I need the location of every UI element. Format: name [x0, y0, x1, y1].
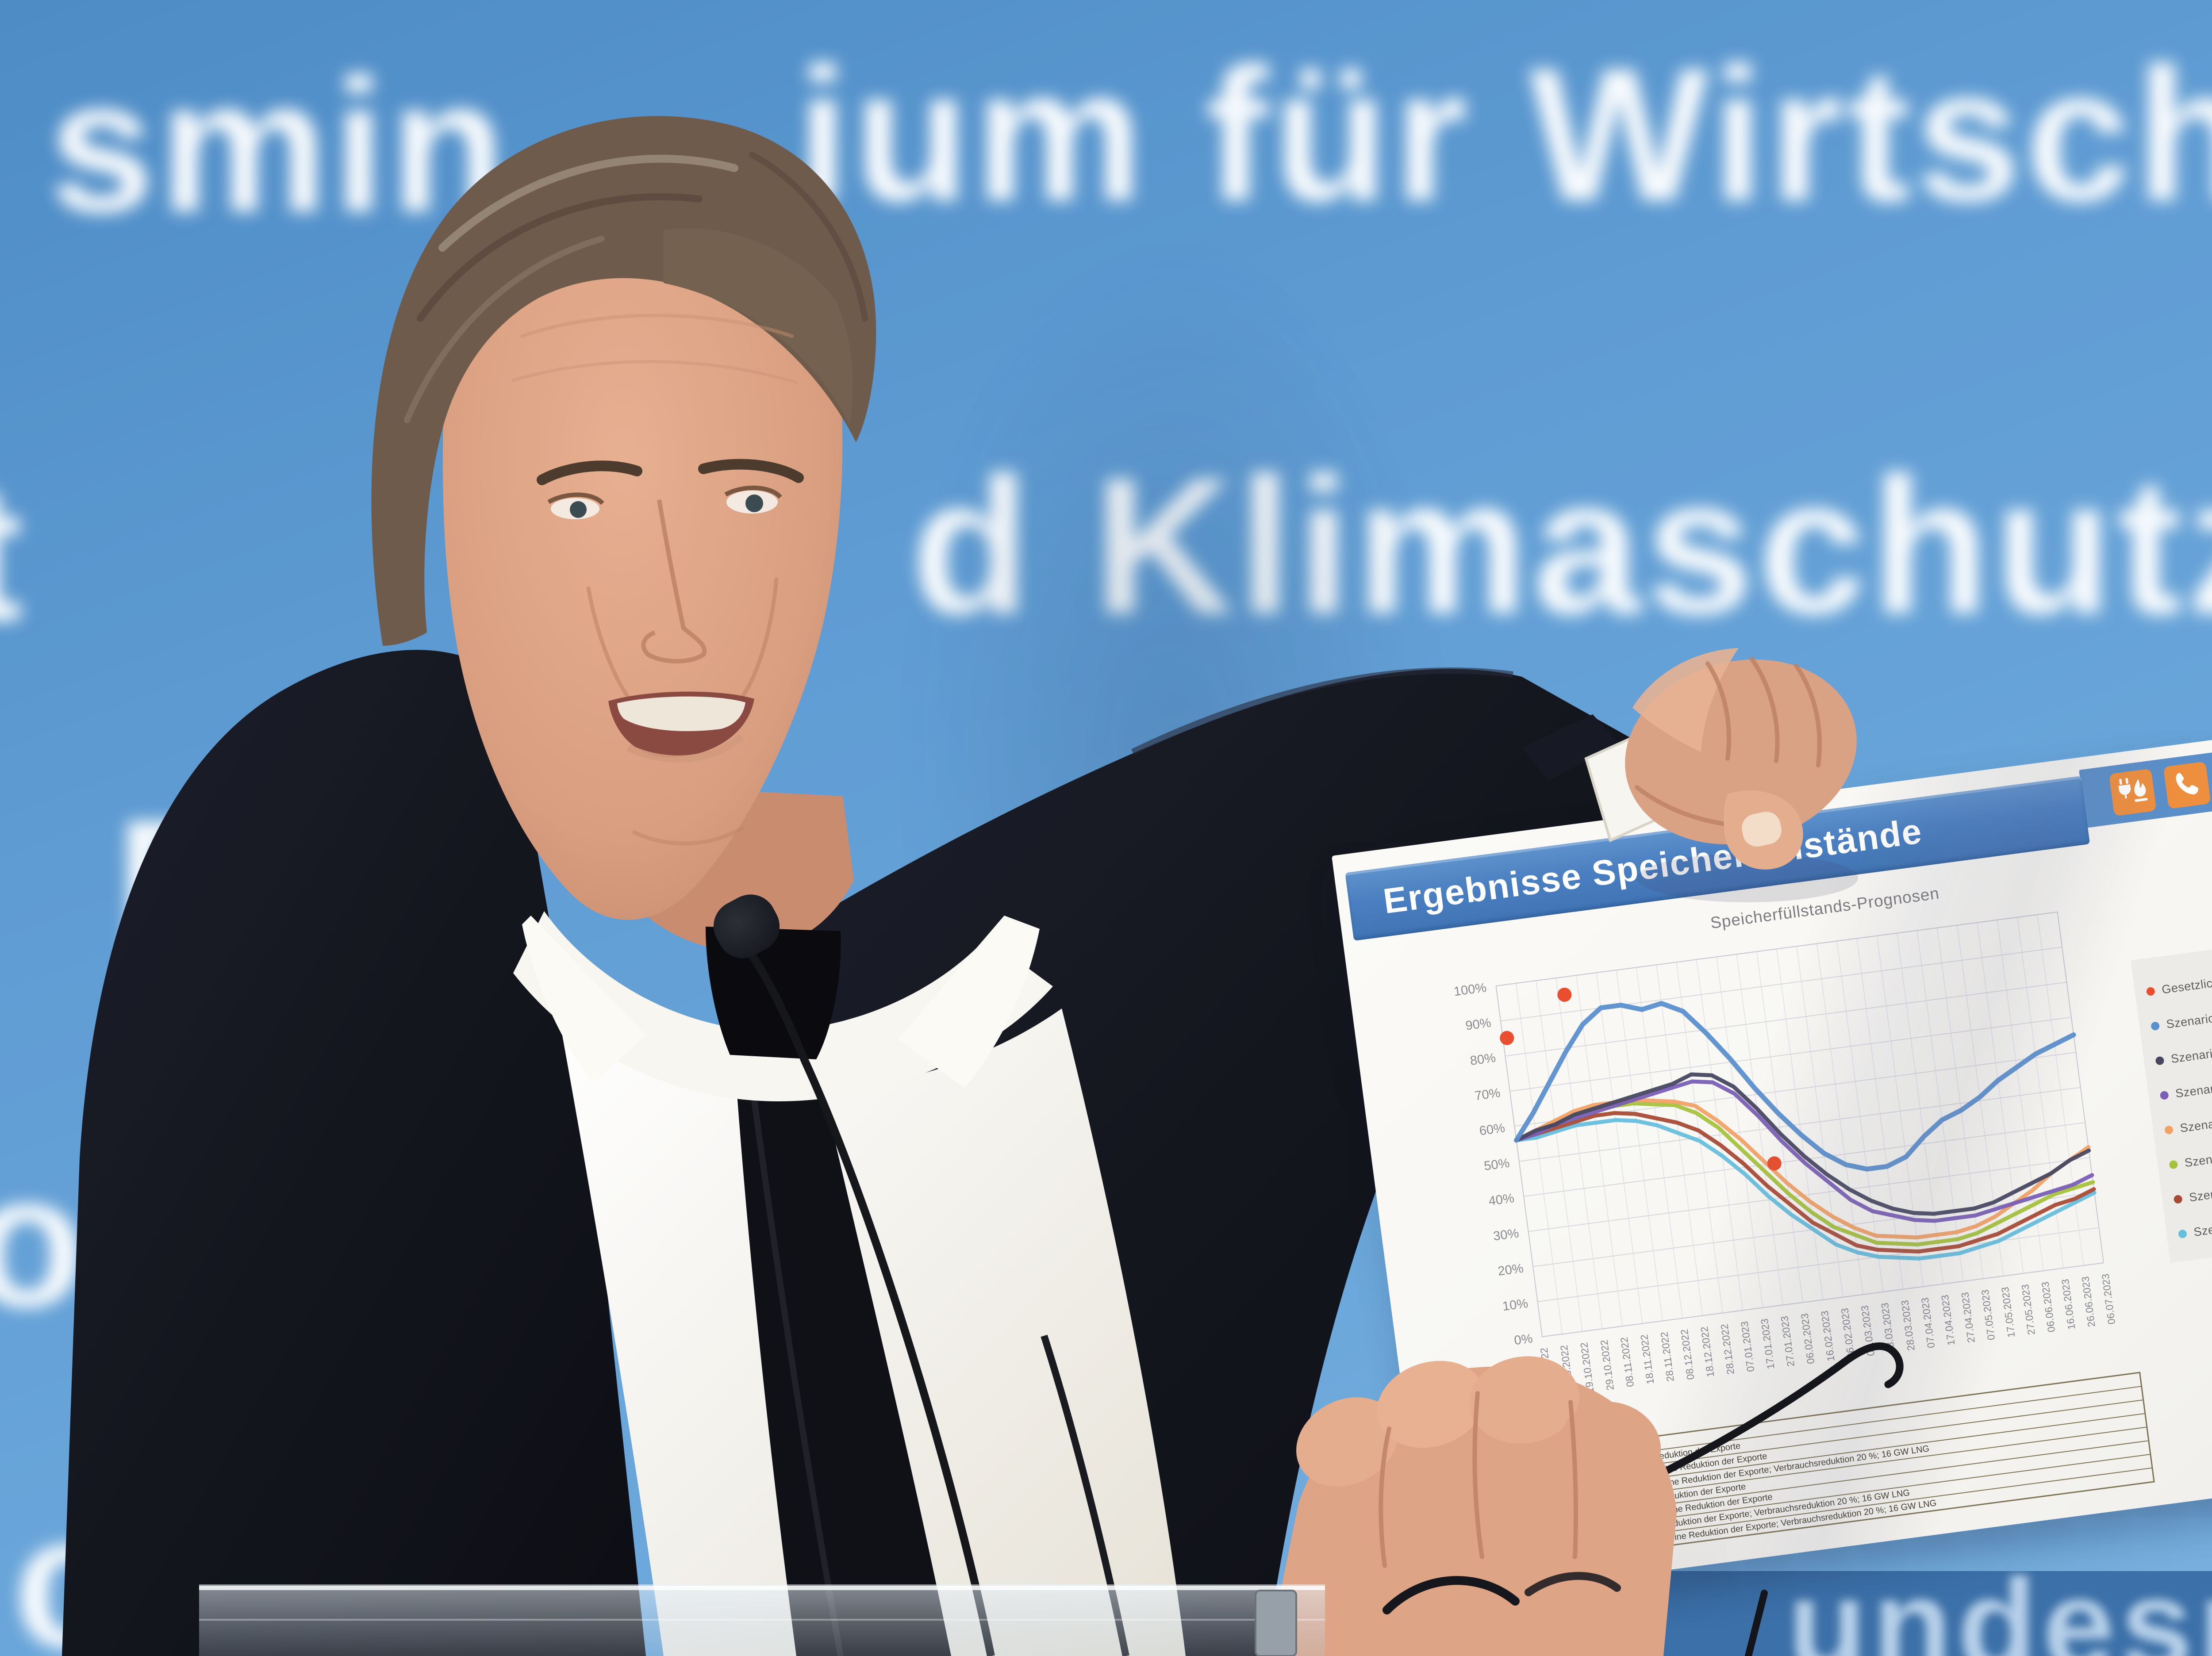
microphone-second-stem: [1041, 1334, 1129, 1656]
target-dots: [1500, 987, 1782, 1171]
y-axis-labels: 0%10%20%30%40%50%60%70%80%90%100%: [1453, 981, 1533, 1348]
neck: [575, 783, 854, 951]
y-axis-label: 70%: [1474, 1086, 1502, 1103]
paper-shading: [1332, 722, 2212, 1602]
mouth: [608, 691, 754, 763]
series-line-szenario-2-2: [1514, 1118, 2097, 1261]
chart-grid: [1495, 911, 2104, 1338]
eyes: [547, 485, 782, 519]
backdrop-lower-band: undesmi: [1655, 1571, 2212, 1656]
plug-flame-icon: [2108, 768, 2157, 816]
y-axis-label: 60%: [1479, 1121, 1506, 1138]
series-lines: [1514, 1001, 2097, 1261]
tie-sheen: [749, 1083, 844, 1656]
backdrop-text-fragment-lower-band: undesmi: [1787, 1571, 2212, 1656]
phone-icon: [2163, 761, 2211, 809]
y-axis-label: 50%: [1483, 1156, 1510, 1173]
hair-strands: [404, 152, 868, 423]
chin-crease: [631, 825, 745, 846]
y-axis-label: 30%: [1492, 1226, 1520, 1243]
series-line-szenario-2-2-1: [1514, 1111, 2096, 1254]
backdrop-text-fragment-left-edge: t: [0, 456, 27, 650]
tie-body: [734, 1057, 951, 1656]
head: [371, 116, 876, 920]
y-axis-label: 20%: [1497, 1261, 1525, 1279]
slide-icon-strip: [2079, 735, 2212, 828]
slide-paper: Ergebnisse Speicherfüllstände Speicherfü…: [1332, 722, 2212, 1602]
wall-shadow: [907, 243, 1438, 1261]
eyebrows: [537, 459, 804, 485]
series-line-szenario-2-1-1: [1514, 1072, 2091, 1216]
lectern-glass: [199, 1584, 1325, 1656]
microphone-foam: [714, 894, 780, 958]
series-line-szenario-2-1: [1514, 1079, 2094, 1223]
target-dot: [1500, 1031, 1514, 1045]
series-line-szenario-1-1: [1514, 1001, 2076, 1172]
y-axis-label: 90%: [1465, 1016, 1492, 1033]
y-axis-label: 40%: [1488, 1191, 1515, 1208]
target-dot: [1557, 987, 1572, 1002]
backdrop-text-fragment-lower-left: on: [0, 1135, 211, 1347]
tie-knot: [706, 927, 841, 1059]
forehead-lines: [511, 314, 798, 384]
y-axis-label: 10%: [1502, 1296, 1529, 1314]
hair: [371, 116, 876, 646]
nose: [641, 499, 707, 663]
suit-sleeve-edge: [1522, 714, 1619, 781]
target-dot: [1767, 1156, 1782, 1171]
backdrop-text-fragment-top-left: smin: [49, 40, 511, 252]
y-axis-label: 80%: [1469, 1051, 1497, 1068]
face: [442, 177, 843, 920]
lectern-clamp: [1255, 1590, 1297, 1656]
backdrop-text-fragment-top-right: ium für Wirtschaft: [796, 29, 2212, 241]
hair-front: [664, 228, 853, 425]
backdrop-text-fragment-bottom-left: cti: [13, 1475, 249, 1656]
nasolabial-lines: [586, 577, 779, 705]
backdrop-text-fragment-mid-left: Fe: [115, 781, 346, 993]
